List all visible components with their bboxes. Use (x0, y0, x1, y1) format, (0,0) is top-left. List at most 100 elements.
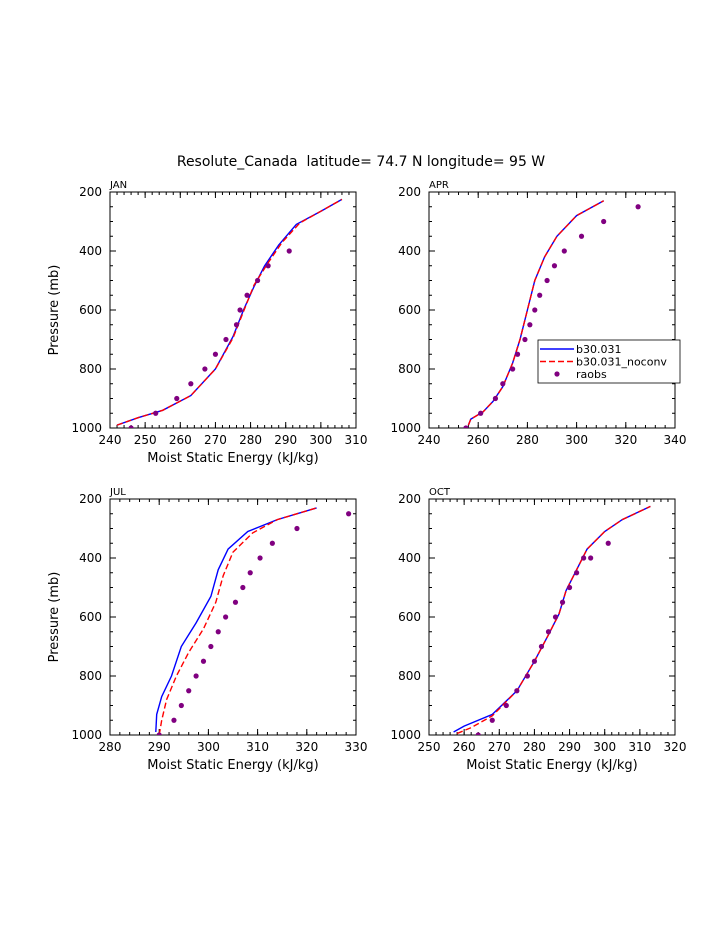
x-tick-label: 340 (664, 433, 687, 447)
raobs-point (265, 263, 271, 269)
raobs-point (581, 555, 587, 561)
y-tick-label: 1000 (71, 728, 102, 742)
raobs-point (223, 614, 229, 620)
series-line-b30-031-noconv (158, 507, 317, 735)
chart-panel-jul: JUL 280 290 300 310 320 330 200 400 600 800 1000 Moi… (47, 487, 367, 773)
raobs-point (514, 688, 520, 694)
raobs-point (212, 351, 219, 357)
raobs-point (489, 717, 495, 723)
y-tick-label: 1000 (390, 421, 421, 435)
raobs-point (255, 277, 261, 284)
y-tick-label: 600 (398, 610, 421, 624)
panel-label: JAN (109, 180, 127, 191)
raobs-point (257, 555, 263, 561)
raobs-point (463, 425, 469, 428)
raobs-point (223, 336, 229, 343)
y-tick-label: 400 (79, 551, 102, 565)
raobs-point (178, 702, 184, 709)
x-tick-label: 290 (148, 740, 171, 754)
raobs-point (544, 277, 550, 284)
x-tick-label: 270 (204, 433, 227, 447)
raobs-point (153, 410, 159, 416)
raobs-point (601, 218, 607, 225)
x-tick-label: 260 (453, 740, 476, 754)
raobs-point (578, 233, 585, 239)
y-tick-label: 200 (398, 492, 421, 506)
x-tick-label: 330 (345, 740, 368, 754)
raobs-point (171, 717, 177, 723)
raobs-point (545, 629, 552, 635)
y-tick-label: 200 (79, 185, 102, 199)
y-tick-label: 400 (79, 244, 102, 258)
series-line-b30-031 (467, 200, 605, 426)
x-tick-label: 320 (614, 433, 637, 447)
legend-label: b30.031_noconv (576, 356, 667, 369)
x-tick-label: 310 (628, 740, 651, 754)
raobs-point (552, 614, 559, 620)
x-tick-label: 280 (99, 740, 122, 754)
panels: JAN 240 250 260 270 280 290 300 310 200 400 600 800 1… (47, 180, 686, 773)
figure-title: Resolute_Canada latitude= 74.7 N longitu… (177, 154, 545, 170)
raobs-point (537, 292, 543, 298)
y-tick-label: 800 (79, 669, 102, 683)
raobs-point (244, 292, 250, 298)
x-tick-label: 300 (309, 433, 332, 447)
y-axis-label: Pressure (mb) (47, 265, 62, 356)
y-tick-label: 800 (398, 362, 421, 376)
legend-raobs-marker (554, 371, 560, 377)
plot-area (463, 200, 641, 428)
raobs-point (522, 336, 528, 343)
x-tick-label: 250 (418, 740, 441, 754)
panel-label: JUL (109, 487, 126, 498)
y-tick-label: 400 (398, 244, 421, 258)
legend-label: raobs (576, 368, 607, 381)
x-tick-label: 280 (239, 433, 262, 447)
plot-frame (109, 191, 357, 429)
series-line-b30-031-noconv (456, 505, 651, 735)
y-axis-label: Pressure (mb) (47, 572, 62, 663)
raobs-point (574, 570, 580, 576)
raobs-point (605, 540, 611, 546)
raobs-point (233, 322, 240, 328)
x-tick-label: 260 (169, 433, 192, 447)
raobs-point (503, 702, 509, 709)
y-tick-label: 600 (79, 303, 102, 317)
raobs-point (202, 366, 208, 372)
raobs-point (247, 570, 253, 576)
y-tick-label: 600 (79, 610, 102, 624)
x-tick-label: 240 (418, 433, 441, 447)
raobs-point (635, 204, 641, 210)
raobs-point (500, 381, 506, 387)
x-tick-label: 300 (565, 433, 588, 447)
raobs-point (492, 395, 499, 402)
raobs-point (232, 599, 239, 605)
raobs-point (215, 629, 221, 635)
y-tick-label: 1000 (390, 728, 421, 742)
raobs-point (188, 381, 194, 387)
x-tick-label: 320 (295, 740, 318, 754)
panel-label: OCT (429, 487, 451, 498)
y-tick-label: 800 (398, 669, 421, 683)
plot-area (116, 198, 343, 428)
raobs-point (514, 351, 521, 357)
series-line-b30-031-noconv (116, 198, 343, 426)
raobs-point (559, 599, 566, 605)
raobs-point (531, 658, 538, 664)
raobs-point (561, 248, 567, 254)
chart-panel-apr: APR 240 260 280 300 320 340 200 400 600 800 1000 b30… (390, 180, 686, 447)
raobs-point (193, 673, 199, 679)
raobs-point (538, 643, 545, 650)
raobs-point (128, 425, 134, 428)
raobs-point (156, 732, 162, 735)
plot-frame (428, 191, 676, 429)
plot-area (155, 507, 352, 735)
raobs-point (527, 322, 533, 328)
chart-panel-jan: JAN 240 250 260 270 280 290 300 310 200 400 600 800 1… (47, 180, 367, 466)
raobs-point (475, 732, 481, 735)
panel-label: APR (429, 180, 449, 191)
x-tick-label: 310 (345, 433, 368, 447)
plot-frame (428, 498, 676, 736)
raobs-point (346, 511, 352, 517)
